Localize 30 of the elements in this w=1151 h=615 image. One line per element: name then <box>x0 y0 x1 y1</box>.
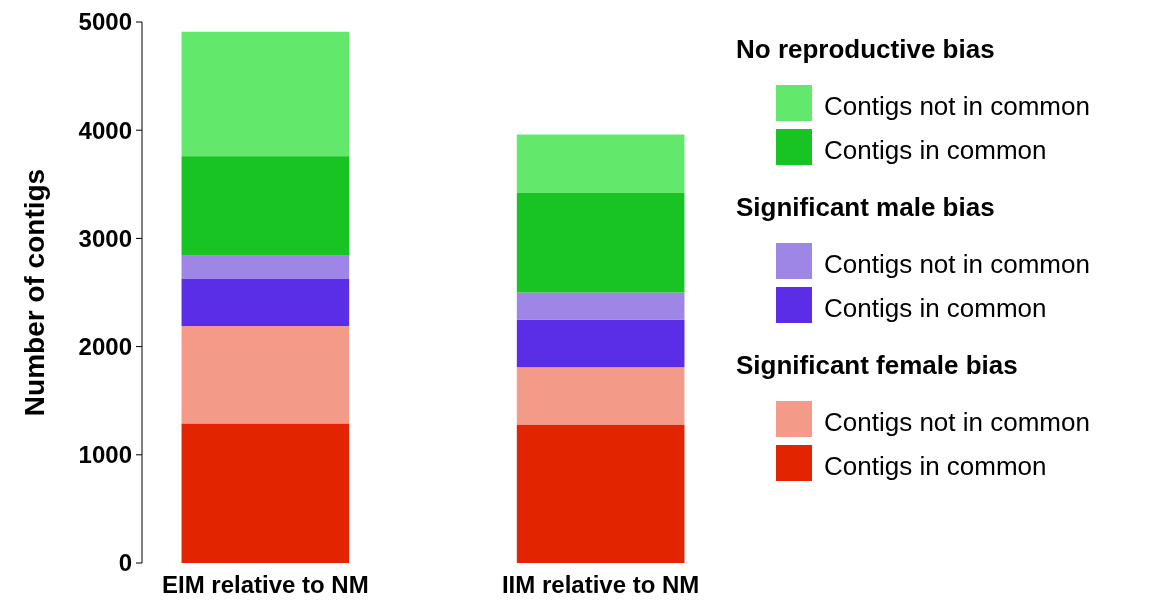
legend-label: Contigs in common <box>824 293 1047 324</box>
bar <box>516 292 685 320</box>
y-tick-label: 0 <box>118 549 132 577</box>
annotation: Significant female bias <box>736 350 1018 380</box>
annotation: Significant male bias <box>736 192 995 222</box>
legend-label: Contigs in common <box>824 451 1047 482</box>
y-tick-label: 1000 <box>78 441 132 469</box>
bar <box>516 134 685 193</box>
x-tick-label: EIM relative to NM <box>161 571 369 598</box>
bar <box>516 367 685 425</box>
legend-label: Contigs in common <box>824 135 1047 166</box>
bar <box>181 326 350 424</box>
legend-label: Contigs not in common <box>824 249 1090 280</box>
bar <box>181 31 350 157</box>
y-tick-label: 3000 <box>78 224 132 252</box>
x-tick-label: IIM relative to NM <box>501 571 700 598</box>
annotation: No reproductive bias <box>736 34 995 64</box>
y-tick-label: 4000 <box>78 116 132 144</box>
bar <box>516 319 685 368</box>
y-tick-label: 5000 <box>78 8 132 36</box>
bar <box>181 278 350 327</box>
y-axis-title: Number of contigs <box>19 168 50 417</box>
bar <box>516 192 685 293</box>
legend-label: Contigs not in common <box>824 91 1090 122</box>
bar <box>181 423 350 563</box>
bar <box>181 255 350 279</box>
y-tick-label: 2000 <box>78 333 132 360</box>
bar <box>516 424 685 563</box>
legend-label: Contigs not in common <box>824 407 1090 438</box>
bar <box>181 156 350 256</box>
